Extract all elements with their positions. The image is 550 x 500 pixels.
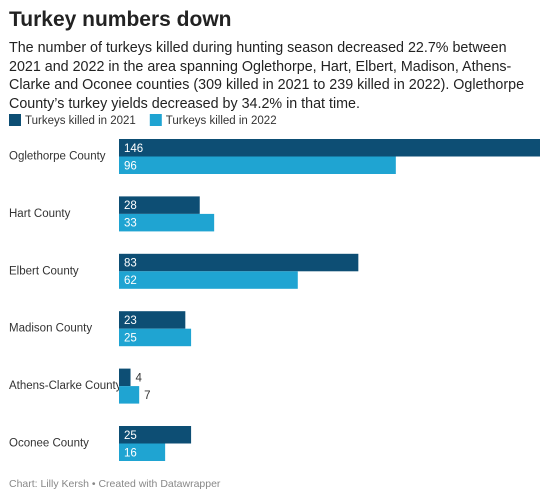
- category-label: Hart County: [9, 208, 71, 220]
- bar: [119, 386, 140, 404]
- bar: [119, 139, 540, 157]
- bar: [119, 213, 215, 232]
- legend-swatch: [149, 114, 162, 126]
- value-label: 96: [124, 160, 137, 172]
- value-label: 83: [124, 258, 137, 270]
- category-label: Oconee County: [9, 438, 89, 450]
- value-label: 4: [136, 372, 143, 384]
- chart-footer: Chart: Lilly Kersh • Created with Datawr…: [9, 478, 221, 490]
- category-label: Oglethorpe County: [9, 151, 106, 163]
- value-label: 16: [124, 447, 137, 459]
- bar: [119, 271, 298, 289]
- bar: [119, 253, 359, 272]
- category-label: Elbert County: [9, 265, 79, 277]
- value-label: 28: [124, 200, 137, 212]
- bar: [119, 311, 186, 329]
- bar: [119, 443, 166, 461]
- value-label: 33: [124, 218, 137, 230]
- bar: [119, 196, 200, 214]
- category-label: Madison County: [9, 323, 92, 335]
- legend-swatch: [9, 114, 21, 126]
- value-label: 7: [144, 390, 150, 402]
- category-label: Athens-Clarke County: [9, 380, 122, 392]
- chart: Turkeys killed in 2021 Turkeys killed in …: [9, 114, 540, 461]
- legend-label: Turkeys killed in 2022: [166, 115, 277, 127]
- bar: [119, 156, 396, 174]
- value-label: 25: [124, 332, 137, 344]
- bar: [119, 426, 192, 444]
- value-label: 25: [124, 430, 137, 442]
- value-label: 23: [124, 315, 137, 327]
- chart-title: Turkey numbers down: [9, 8, 232, 31]
- bar: [119, 368, 131, 387]
- value-label: 146: [124, 143, 143, 155]
- legend-label: Turkeys killed in 2021: [25, 115, 136, 127]
- bar: [119, 328, 192, 347]
- value-label: 62: [124, 275, 137, 287]
- chart-subtitle: The number of turkeys killed during hunt…: [9, 40, 525, 112]
